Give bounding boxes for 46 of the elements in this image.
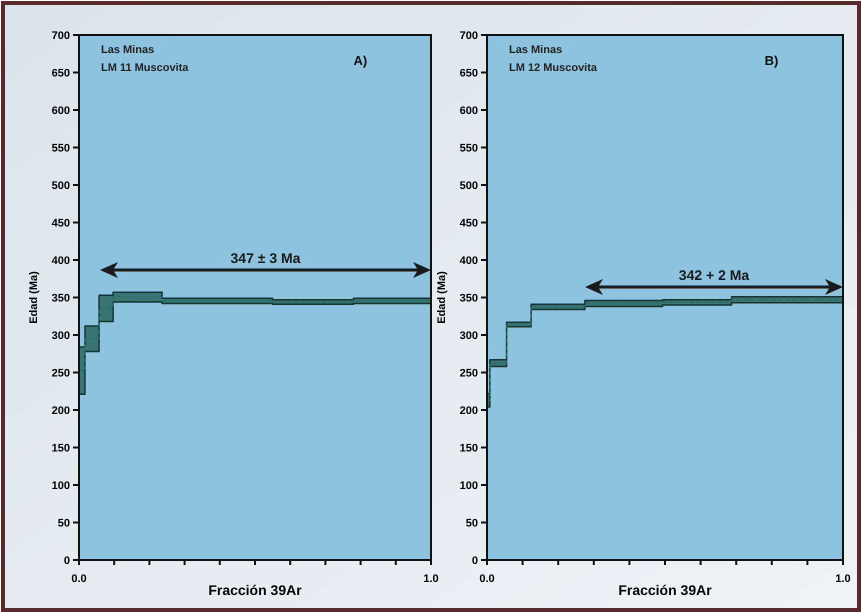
y-tick-label: 600 [52,105,70,117]
text: LM 11 Muscovita [101,62,190,74]
annotation: B) [764,53,778,68]
y-tick-label: 50 [58,518,70,530]
y-tick-label: 450 [460,218,478,230]
y-tick-label: 300 [52,330,70,342]
y-tick-label: 50 [466,518,478,530]
y-tick-label: 450 [52,218,70,230]
y-tick-label: 150 [460,442,478,454]
annotation: A) [354,53,368,68]
y-tick-label: 200 [52,405,70,417]
y-tick-label: 500 [52,180,70,192]
y-tick-label: 550 [460,142,478,154]
y-tick-label: 700 [460,30,478,42]
y-tick-label: 150 [52,442,70,454]
y-tick-label: 500 [460,180,478,192]
y-tick-label: 350 [460,292,478,304]
y-tick-label: 350 [52,292,70,304]
y-axis-title: Edad (Ma) [436,270,448,324]
y-tick-label: 400 [460,255,478,267]
y-tick-label: 100 [460,480,478,492]
x-tick-label: 1.0 [423,573,439,585]
y-tick-label: 200 [460,405,478,417]
y-tick-label: 400 [52,255,70,267]
y-tick-label: 700 [52,30,70,42]
y-axis-title: Edad (Ma) [28,270,40,324]
text: Las Minas [101,44,154,56]
y-tick-label: 100 [52,480,70,492]
y-tick-label: 650 [460,68,478,80]
x-tick-label: 1.0 [835,573,851,585]
text: LM 12 Muscovita [509,62,598,74]
x-tick-label: 0.0 [71,573,87,585]
y-tick-label: 250 [460,368,478,380]
y-tick-label: 650 [52,68,70,80]
text: Las Minas [509,44,562,56]
y-tick-label: 550 [52,142,70,154]
annotation: 342 + 2 Ma [678,267,750,283]
y-tick-label: 300 [460,330,478,342]
y-tick-label: 600 [460,105,478,117]
y-tick-label: 0 [64,555,70,567]
annotation: 347 ± 3 Ma [230,250,301,266]
x-axis-title: Fracción 39Ar [208,582,302,598]
y-tick-label: 0 [472,555,478,567]
x-tick-label: 0.0 [479,573,495,585]
x-axis-title: Fracción 39Ar [618,582,712,598]
y-tick-label: 250 [52,368,70,380]
